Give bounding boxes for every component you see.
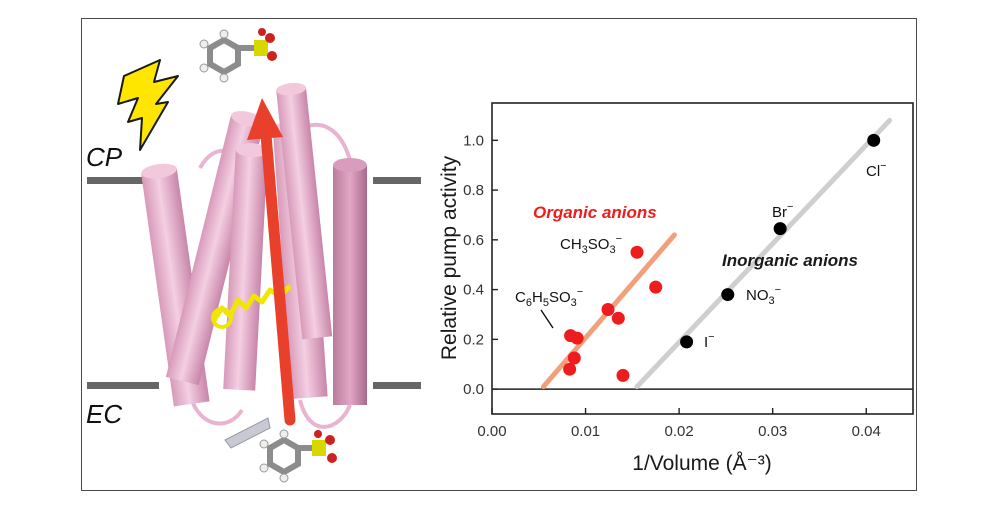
inorganic-anions-label: Inorganic anions — [722, 251, 858, 270]
membrane-line-cp-right — [373, 177, 421, 184]
label-cl: Cl− — [866, 160, 887, 180]
y-axis-ticks: 0.0 0.2 0.4 0.6 0.8 1.0 — [463, 132, 498, 398]
data-points — [563, 133, 881, 382]
data-point-series-0 — [616, 368, 630, 382]
plot-area — [491, 102, 914, 415]
x-axis-ticks: 0.00 0.01 0.02 0.03 0.04 — [477, 408, 881, 440]
data-point-series-1 — [721, 288, 735, 302]
y-axis-title: Relative pump activity — [438, 155, 461, 360]
membrane-line-ec-right — [373, 382, 421, 389]
retinal-ring — [211, 307, 233, 329]
y-tick-label: 0.6 — [463, 232, 484, 249]
data-point-series-0 — [611, 311, 625, 325]
transport-arrow-shaft — [260, 129, 296, 426]
transport-arrow-head — [247, 98, 283, 140]
ec-label: EC — [86, 399, 122, 429]
data-point-series-0 — [649, 280, 663, 294]
fit-line-series-1 — [634, 117, 893, 390]
y-tick-label: 0.2 — [463, 331, 484, 348]
y-tick-label: 1.0 — [463, 132, 484, 149]
x-tick-label: 0.00 — [477, 423, 506, 440]
data-point-series-0 — [563, 362, 577, 376]
helix-5 — [276, 82, 333, 340]
x-tick-label: 0.02 — [665, 423, 694, 440]
x-axis-title: 1/Volume (Å⁻³) — [632, 452, 771, 475]
c6h5so3-leader-line — [540, 309, 554, 329]
beta-strand — [224, 417, 271, 449]
protein-loop-bottom — [188, 394, 352, 429]
label-br: Br− — [772, 201, 793, 221]
helix-3 — [223, 143, 268, 391]
data-point-series-1 — [773, 222, 787, 236]
lightning-bolt-icon — [117, 59, 179, 151]
membrane-line-cp-left — [87, 177, 147, 184]
benzenesulfonate-molecule-bottom — [259, 429, 337, 483]
data-point-series-1 — [680, 335, 694, 349]
helix-6 — [333, 158, 367, 405]
label-no3: NO3− — [746, 284, 781, 307]
x-tick-label: 0.04 — [852, 423, 881, 440]
data-point-series-0 — [601, 303, 615, 317]
label-c6h5so3: C6H5SO3− — [515, 286, 583, 309]
y-tick-label: 0.4 — [463, 282, 484, 299]
data-point-series-0 — [570, 331, 584, 345]
data-point-series-0 — [630, 245, 644, 259]
data-point-series-0 — [567, 351, 581, 365]
benzenesulfonate-molecule-top — [199, 28, 277, 83]
y-tick-label: 0.0 — [463, 381, 484, 398]
label-i: I− — [704, 331, 715, 351]
cp-label: CP — [86, 142, 123, 172]
y-tick-label: 0.8 — [463, 182, 484, 199]
organic-anions-label: Organic anions — [533, 203, 657, 222]
data-point-series-1 — [867, 133, 881, 147]
x-tick-label: 0.03 — [758, 423, 787, 440]
x-tick-label: 0.01 — [571, 423, 600, 440]
label-ch3so3: CH3SO3− — [560, 233, 622, 256]
membrane-line-ec-left — [87, 382, 159, 389]
